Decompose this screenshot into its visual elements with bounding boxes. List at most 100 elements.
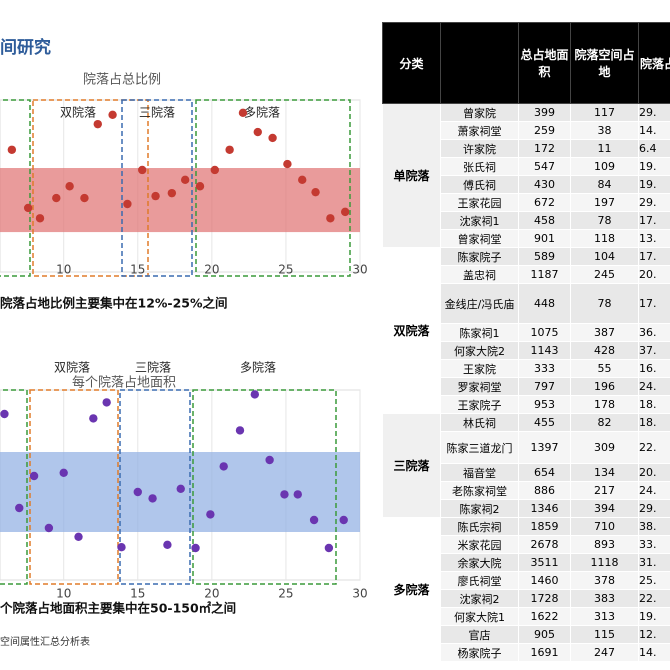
name-cell: 萧家祠堂 bbox=[440, 121, 519, 140]
table-row: 傅氏祠 430 84 19. bbox=[383, 175, 670, 194]
point bbox=[180, 175, 190, 185]
value-cell: 78 bbox=[570, 283, 639, 324]
header-cell bbox=[440, 22, 519, 104]
group-label: 三院落 bbox=[139, 106, 175, 120]
point bbox=[59, 468, 68, 477]
value-cell: 399 bbox=[518, 103, 571, 122]
x-tick-label: 15 bbox=[130, 587, 145, 601]
point bbox=[138, 165, 147, 175]
value-cell: 1460 bbox=[518, 571, 571, 590]
point bbox=[15, 503, 24, 513]
value-cell: 24. bbox=[638, 481, 670, 500]
value-cell: 33. bbox=[638, 535, 670, 554]
point bbox=[35, 214, 45, 223]
name-cell: 王家花园 bbox=[440, 193, 519, 212]
page-title: 间研究 bbox=[0, 37, 51, 58]
name-cell: 杨家院子 bbox=[440, 643, 519, 662]
table-row: 何家大院1 1622 313 19. bbox=[383, 607, 670, 626]
value-cell: 19. bbox=[638, 157, 670, 176]
value-cell: 217 bbox=[570, 481, 639, 500]
value-cell: 394 bbox=[570, 499, 639, 518]
value-cell: 953 bbox=[518, 395, 571, 414]
name-cell: 廖氏祠堂 bbox=[440, 571, 519, 590]
value-cell: 84 bbox=[570, 175, 639, 194]
table-row: 双院落 陈家院子 589 104 17. bbox=[382, 247, 670, 414]
point bbox=[108, 110, 117, 119]
name-cell: 陈氏宗祠 bbox=[440, 517, 519, 536]
value-cell: 1143 bbox=[518, 341, 571, 360]
value-cell: 18. bbox=[638, 413, 670, 432]
value-cell: 2678 bbox=[518, 535, 571, 554]
value-cell: 313 bbox=[570, 607, 639, 626]
value-cell: 901 bbox=[518, 229, 571, 248]
point bbox=[339, 515, 348, 525]
name-cell: 何家大院1 bbox=[440, 607, 519, 626]
header-cell: 院落空间占地 bbox=[570, 22, 639, 104]
point bbox=[238, 108, 248, 118]
value-cell: 245 bbox=[570, 265, 639, 284]
name-cell: 张氏祠 bbox=[440, 157, 519, 176]
table-row: 王家院 333 55 16. bbox=[383, 359, 670, 378]
x-tick-label: 25 bbox=[278, 263, 293, 277]
value-cell: 109 bbox=[570, 157, 639, 176]
value-cell: 1075 bbox=[518, 323, 571, 342]
name-cell: 米家花园 bbox=[440, 535, 519, 554]
name-cell: 老陈家祠堂 bbox=[440, 481, 519, 500]
x-tick-label: 30 bbox=[352, 587, 367, 601]
table-row: 三院落 林氏祠 455 82 18. bbox=[382, 413, 670, 518]
value-cell: 378 bbox=[570, 571, 639, 590]
point bbox=[195, 182, 205, 191]
point bbox=[7, 145, 17, 154]
name-cell: 曾家院 bbox=[440, 103, 519, 122]
group-box bbox=[32, 99, 149, 277]
point bbox=[309, 515, 319, 525]
value-cell: 17. bbox=[638, 247, 670, 266]
table-row: 沈家祠2 1728 383 22. bbox=[383, 589, 670, 608]
point bbox=[74, 532, 83, 541]
value-cell: 18. bbox=[638, 395, 670, 414]
point bbox=[0, 409, 9, 419]
name-cell: 罗家祠堂 bbox=[440, 377, 519, 396]
value-cell: 1397 bbox=[518, 431, 571, 464]
point bbox=[29, 471, 39, 481]
value-cell: 134 bbox=[570, 463, 639, 482]
point bbox=[268, 133, 277, 143]
value-cell: 455 bbox=[518, 413, 571, 432]
value-cell: 197 bbox=[570, 193, 639, 212]
point bbox=[265, 455, 274, 465]
summary-table: 分类 总占地面积 院落空间占地 院落占 单院落曾家院39911729.萧家祠堂2… bbox=[382, 22, 670, 662]
header-cell: 院落占 bbox=[638, 22, 670, 104]
table-row: 曾家祠堂 901 118 13. bbox=[383, 229, 670, 248]
value-cell: 38 bbox=[570, 121, 639, 140]
point bbox=[44, 523, 54, 533]
name-cell: 金线庄/冯氏庙 bbox=[440, 283, 519, 324]
header-cell: 分类 bbox=[382, 22, 441, 104]
value-cell: 13. bbox=[638, 229, 670, 248]
value-cell: 1187 bbox=[518, 265, 571, 284]
point bbox=[283, 159, 292, 169]
value-cell: 309 bbox=[570, 431, 639, 464]
value-cell: 11 bbox=[570, 139, 639, 158]
value-cell: 37. bbox=[638, 341, 670, 360]
name-cell: 王家院子 bbox=[440, 395, 519, 414]
table-row: 王家院子 953 178 18. bbox=[383, 395, 670, 414]
value-cell: 31. bbox=[638, 553, 670, 572]
x-tick-label: 10 bbox=[56, 587, 71, 601]
value-cell: 12. bbox=[638, 625, 670, 644]
point bbox=[151, 191, 160, 201]
value-cell: 115 bbox=[570, 625, 639, 644]
value-cell: 547 bbox=[518, 157, 571, 176]
value-cell: 196 bbox=[570, 377, 639, 396]
x-tick-label: 25 bbox=[278, 587, 293, 601]
point bbox=[123, 199, 132, 209]
name-cell: 沈家祠2 bbox=[440, 589, 519, 608]
point bbox=[133, 487, 142, 497]
point bbox=[324, 543, 334, 553]
table-row: 金线庄/冯氏庙 448 78 17. bbox=[383, 283, 670, 324]
name-cell: 陈家祠2 bbox=[440, 499, 519, 518]
point bbox=[89, 414, 98, 423]
name-cell: 陈家三道龙门 bbox=[440, 431, 519, 464]
value-cell: 78 bbox=[570, 211, 639, 230]
value-cell: 3511 bbox=[518, 553, 571, 572]
